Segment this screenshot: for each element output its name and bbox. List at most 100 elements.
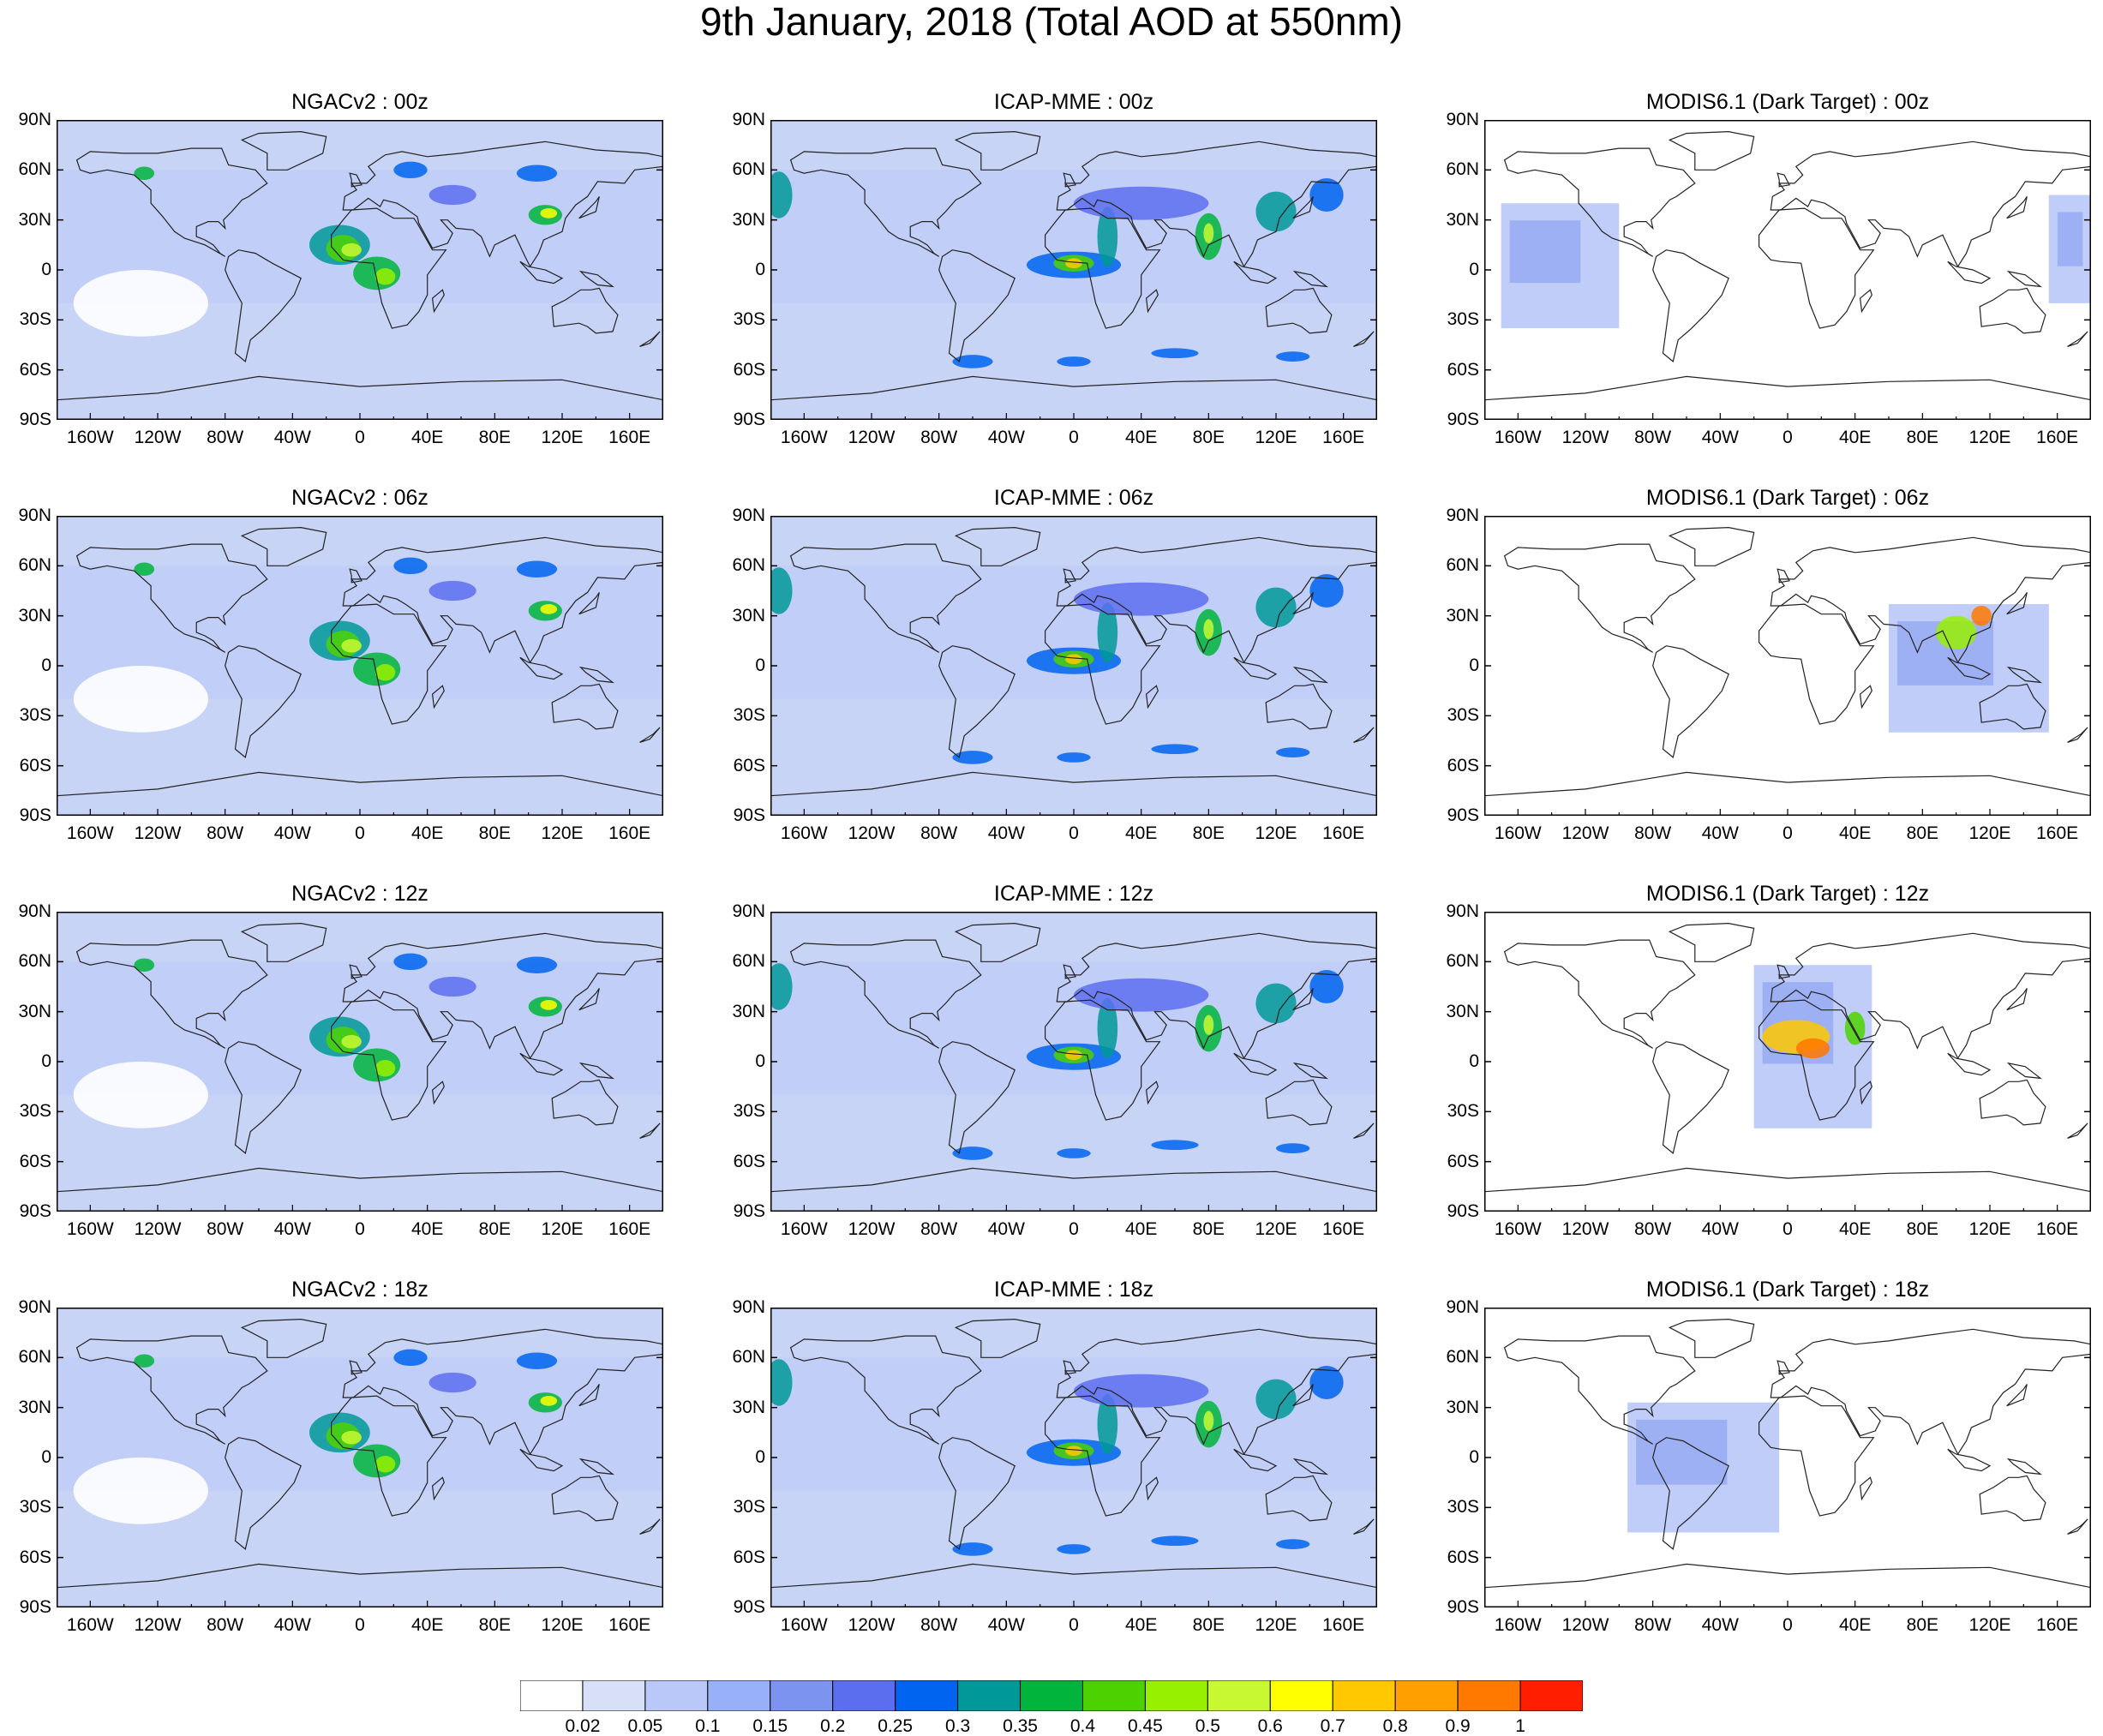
lat-tick-label: 60S bbox=[1447, 1151, 1479, 1171]
lon-tick-label: 120E bbox=[1968, 1615, 2011, 1635]
lon-tick-label: 160W bbox=[780, 428, 828, 447]
aerosol-plume bbox=[1276, 351, 1310, 362]
lon-tick-label: 40E bbox=[1838, 428, 1872, 447]
coastline-madagascar bbox=[1145, 685, 1159, 709]
coastline-newGuinea bbox=[1292, 1062, 1329, 1080]
lon-tick-label: 80W bbox=[1634, 1219, 1672, 1239]
coastline-southAmerica bbox=[225, 249, 302, 362]
aerosol-plume bbox=[770, 171, 793, 218]
lat-tick-label: 0 bbox=[755, 1447, 765, 1467]
colorbar-label: 0.7 bbox=[1320, 1716, 1345, 1736]
colorbar-label: 0.02 bbox=[565, 1716, 601, 1736]
coastline-indonesia bbox=[1233, 260, 1278, 284]
coastline-northAmerica bbox=[75, 1335, 268, 1445]
coastline-greenland bbox=[1668, 130, 1755, 171]
coastline-uk bbox=[349, 172, 362, 188]
lon-tick-label: 40E bbox=[1124, 1219, 1158, 1239]
lon-tick-label: 120W bbox=[848, 1219, 896, 1239]
lat-tick-label: 30S bbox=[733, 1101, 765, 1122]
lon-tick-label: 40W bbox=[987, 1615, 1025, 1635]
lon-tick-label: 80W bbox=[1634, 428, 1672, 447]
coastline-indonesia bbox=[1233, 1052, 1278, 1076]
coastline-australia bbox=[1265, 287, 1333, 334]
lat-tick-label: 60S bbox=[733, 1151, 765, 1171]
lon-tick-label: 120E bbox=[541, 823, 584, 843]
colorbar-label: 1 bbox=[1515, 1716, 1525, 1736]
aerosol-plume bbox=[134, 958, 155, 972]
coastline-southAmerica bbox=[1652, 645, 1729, 758]
aerosol-plume bbox=[1203, 1015, 1214, 1035]
lat-tick-label: 30N bbox=[732, 209, 765, 230]
lat-tick-label: 30S bbox=[19, 705, 51, 726]
lat-tick-label: 60N bbox=[1446, 1347, 1479, 1368]
lon-tick-label: 120E bbox=[1255, 428, 1297, 447]
coastline-newZealand bbox=[639, 727, 661, 743]
coastline-newZealand bbox=[2067, 1122, 2088, 1139]
aerosol-plume bbox=[1255, 191, 1297, 232]
coastline-newGuinea bbox=[2006, 1062, 2043, 1080]
coastline-southAmerica bbox=[938, 645, 1016, 758]
lat-tick-label: 0 bbox=[1469, 260, 1479, 279]
aod-background-band bbox=[770, 170, 1377, 303]
coastline-madagascar bbox=[431, 289, 445, 314]
coastline-antarctica bbox=[770, 1563, 1377, 1607]
lon-tick-label: 80E bbox=[1906, 823, 1939, 843]
aerosol-plume bbox=[341, 1034, 362, 1049]
lat-tick-label: 60N bbox=[18, 951, 51, 972]
lon-tick-label: 40W bbox=[273, 823, 311, 843]
aerosol-plume bbox=[1255, 1379, 1297, 1420]
coastline-newGuinea bbox=[2006, 270, 2043, 288]
lon-tick-label: 0 bbox=[1782, 1219, 1793, 1239]
coastline-southAmerica bbox=[225, 1437, 302, 1550]
coastline-antarctica bbox=[770, 771, 1377, 816]
lat-tick-label: 30N bbox=[18, 605, 51, 626]
coastline-australia bbox=[1979, 287, 2046, 334]
lat-tick-label: 30N bbox=[732, 1001, 765, 1021]
coastline-newZealand bbox=[1353, 727, 1375, 743]
lon-tick-label: 160E bbox=[2036, 428, 2079, 447]
coastline-japan bbox=[1292, 196, 1314, 219]
aerosol-plume bbox=[1074, 582, 1209, 616]
coastline-indonesia bbox=[1233, 656, 1278, 680]
lat-tick-label: 30S bbox=[1447, 1497, 1479, 1518]
aerosol-plume bbox=[1203, 223, 1214, 243]
lon-tick-label: 80E bbox=[478, 823, 512, 843]
coastline-antarctica bbox=[1484, 771, 2091, 816]
colorbar-swatch bbox=[1519, 1680, 1583, 1711]
aod-map bbox=[1484, 912, 2091, 1212]
lon-tick-label: 160W bbox=[780, 1219, 828, 1239]
colorbar-label: 0.3 bbox=[944, 1716, 971, 1736]
coastline-eurasia bbox=[342, 1328, 663, 1456]
lon-tick-label: 80E bbox=[1192, 428, 1225, 447]
coastline-greenland bbox=[954, 130, 1041, 171]
aerosol-plume bbox=[1309, 574, 1344, 608]
lon-tick-label: 120E bbox=[1255, 1615, 1297, 1635]
lon-tick-label: 0 bbox=[355, 428, 365, 447]
aerosol-plume bbox=[1065, 258, 1082, 269]
coastline-australia bbox=[1265, 1475, 1333, 1522]
lat-tick-label: 90N bbox=[1446, 1297, 1479, 1317]
lat-tick-label: 90S bbox=[1447, 1201, 1479, 1221]
lon-tick-label: 120E bbox=[1968, 428, 2011, 447]
lon-tick-label: 160E bbox=[1322, 823, 1365, 843]
lon-tick-label: 120W bbox=[1561, 823, 1609, 843]
lat-tick-label: 60S bbox=[19, 1151, 51, 1171]
lon-tick-label: 80W bbox=[920, 823, 958, 843]
coastline-newZealand bbox=[2067, 331, 2088, 347]
coastline-australia bbox=[1265, 1079, 1333, 1126]
colorbar-swatch bbox=[1207, 1680, 1271, 1711]
aerosol-plume bbox=[1065, 654, 1082, 665]
coastline-newZealand bbox=[2067, 727, 2088, 743]
coastline-japan bbox=[578, 1384, 600, 1407]
coastline-australia bbox=[551, 1475, 619, 1522]
lat-tick-label: 0 bbox=[1469, 655, 1479, 675]
panel-title: MODIS6.1 (Dark Target) : 06z bbox=[1645, 486, 1930, 510]
aerosol-plume bbox=[428, 976, 476, 997]
coastline-indonesia bbox=[1947, 1448, 1992, 1472]
clean-region bbox=[73, 666, 208, 733]
lat-tick-label: 90S bbox=[19, 1201, 51, 1221]
aerosol-plume bbox=[134, 1354, 155, 1368]
lon-tick-label: 40W bbox=[273, 1219, 311, 1239]
clean-region bbox=[73, 1458, 208, 1524]
lat-tick-label: 30N bbox=[1446, 1001, 1479, 1021]
